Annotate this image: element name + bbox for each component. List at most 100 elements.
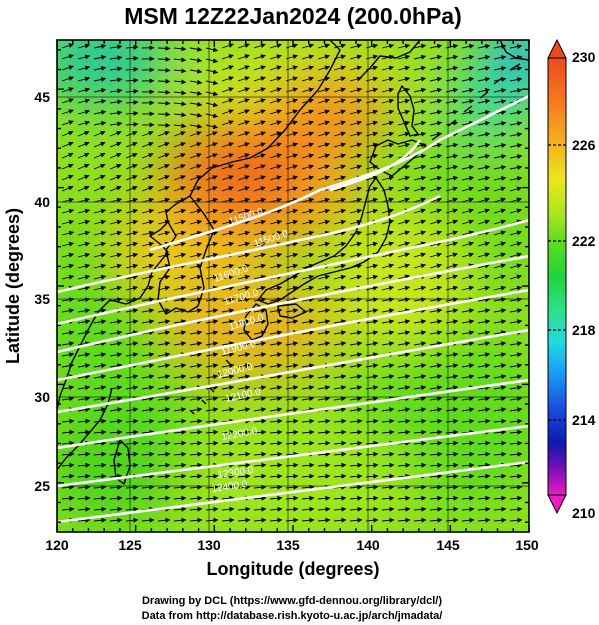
wind-vector	[61, 141, 74, 148]
wind-vector	[461, 308, 475, 314]
wind-vector	[237, 363, 251, 369]
wind-vector	[429, 374, 443, 380]
wind-vector	[141, 308, 155, 314]
wind-vector	[493, 241, 506, 247]
wind-vector	[333, 352, 347, 358]
wind-vector	[109, 319, 123, 325]
wind-vector	[205, 164, 218, 170]
wind-vector	[93, 241, 107, 247]
wind-vector	[493, 99, 507, 104]
y-axis-label: Latitude (degrees)	[3, 208, 23, 364]
wind-vector	[333, 153, 346, 159]
wind-vector	[77, 396, 91, 402]
wind-vector	[173, 241, 187, 247]
wind-vector	[397, 440, 411, 446]
wind-vector	[477, 131, 491, 137]
wind-vector	[237, 241, 251, 247]
wind-vector	[317, 208, 331, 214]
wind-vector	[93, 109, 107, 115]
wind-vector	[509, 396, 523, 402]
wind-vector	[285, 319, 299, 325]
wind-vector	[317, 142, 330, 148]
wind-vector	[253, 76, 266, 82]
wind-vector	[93, 330, 107, 336]
wind-vector	[365, 186, 379, 192]
wind-vector	[429, 164, 443, 170]
wind-vector	[253, 297, 267, 303]
wind-vector	[173, 175, 186, 181]
wind-vector	[221, 407, 235, 413]
wind-vector	[61, 219, 75, 225]
wind-vector	[141, 241, 155, 247]
wind-vector	[173, 274, 187, 280]
wind-vector	[301, 76, 314, 82]
wind-vector	[93, 263, 107, 269]
wind-vector	[349, 142, 363, 148]
wind-vector	[349, 241, 363, 247]
wind-vector	[189, 451, 203, 457]
wind-vector	[317, 330, 331, 336]
wind-vector	[445, 451, 459, 457]
wind-vector	[301, 120, 314, 126]
wind-vector	[189, 274, 203, 280]
wind-vector	[397, 385, 411, 391]
wind-vector	[141, 462, 155, 468]
wind-vector	[477, 98, 491, 104]
y-tick-label: 40	[34, 194, 50, 210]
wind-vector	[125, 341, 139, 347]
wind-vector	[381, 76, 395, 82]
wind-vector	[493, 330, 507, 336]
wind-vector	[205, 374, 219, 380]
wind-vector	[285, 308, 299, 314]
wind-vector	[477, 164, 491, 170]
wind-vector	[333, 109, 346, 115]
wind-vector	[157, 263, 171, 269]
wind-vector	[285, 131, 298, 137]
wind-vector	[477, 142, 491, 148]
wind-vector	[301, 462, 315, 468]
wind-vector	[269, 208, 283, 214]
wind-vector	[61, 363, 75, 369]
wind-vector	[237, 109, 250, 115]
wind-vector	[205, 175, 218, 181]
wind-vector	[477, 308, 491, 314]
wind-vector	[397, 230, 410, 236]
wind-vector	[141, 141, 154, 148]
wind-vector	[189, 462, 203, 468]
wind-vector	[493, 208, 506, 214]
wind-vector	[349, 208, 363, 214]
wind-vector	[93, 418, 107, 424]
wind-vector	[349, 109, 363, 115]
wind-vector	[493, 132, 507, 137]
wind-vector	[365, 285, 379, 291]
wind-vector	[157, 142, 170, 148]
wind-vector	[301, 252, 315, 258]
wind-vector	[93, 174, 106, 181]
wind-vector	[285, 142, 298, 148]
wind-vector	[141, 130, 154, 137]
wind-vector	[493, 176, 507, 181]
wind-vector	[237, 407, 251, 413]
wind-vector	[253, 341, 267, 347]
wind-vector	[397, 407, 411, 413]
wind-vector	[333, 429, 347, 435]
wind-vector	[189, 101, 203, 107]
wind-vector	[77, 263, 91, 269]
wind-vector	[269, 341, 283, 347]
wind-vector	[205, 91, 219, 97]
wind-vector	[365, 330, 379, 336]
wind-vector	[397, 285, 411, 291]
wind-vector	[509, 308, 523, 314]
wind-vector	[253, 429, 267, 435]
wind-vector	[349, 374, 363, 380]
wind-vector	[493, 165, 507, 170]
wind-vector	[493, 285, 507, 291]
wind-vector	[125, 241, 139, 247]
wind-vector	[93, 152, 106, 159]
wind-vector	[269, 308, 283, 314]
wind-vector	[157, 131, 170, 137]
wind-vector	[269, 98, 282, 104]
wind-vector	[61, 451, 75, 457]
wind-vector	[253, 197, 267, 203]
wind-vector	[125, 88, 139, 94]
